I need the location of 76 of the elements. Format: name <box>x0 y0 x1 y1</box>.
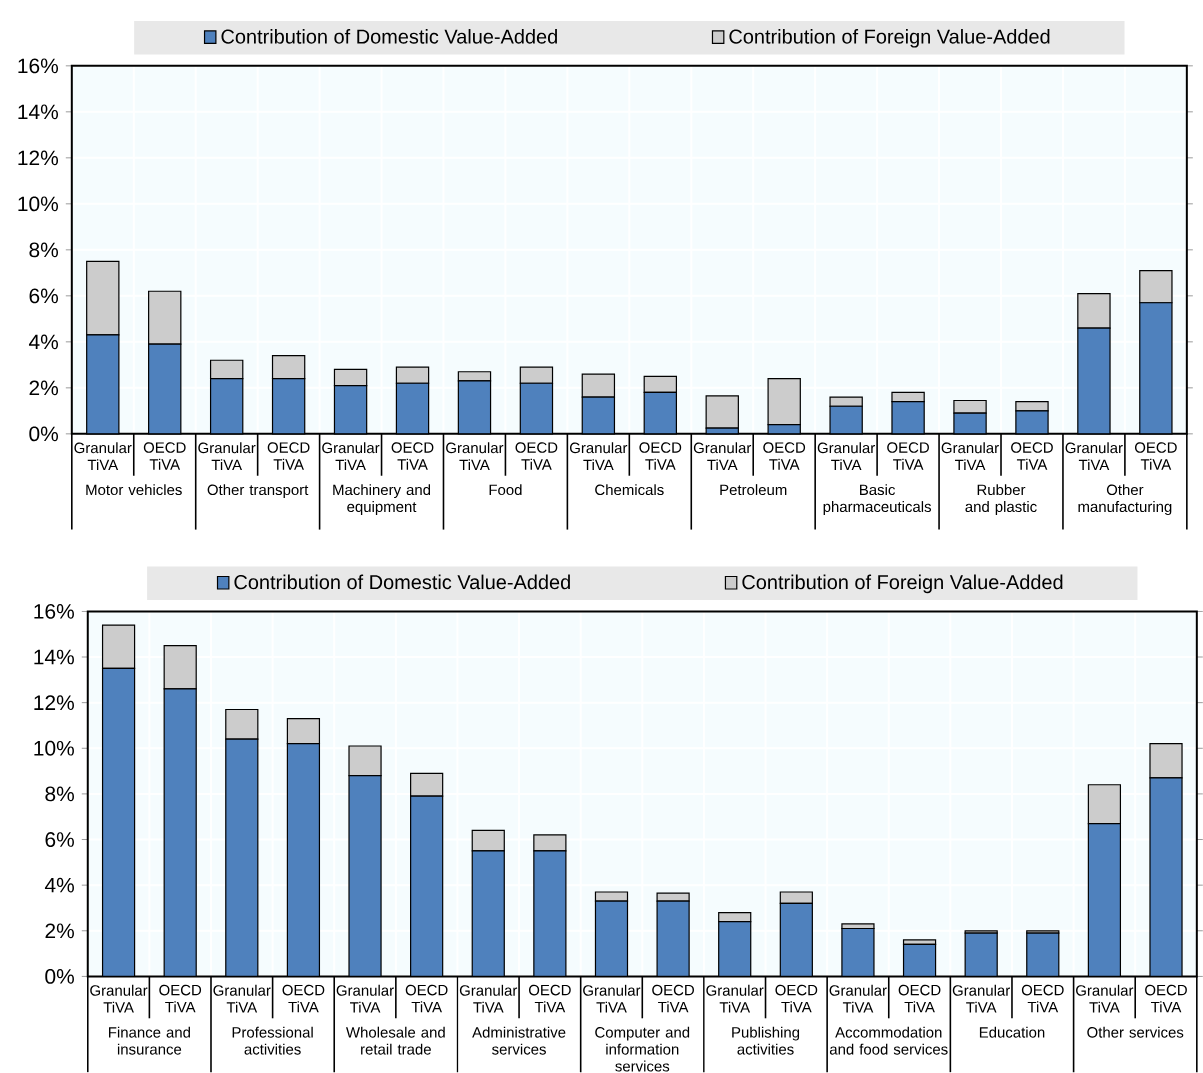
x-tick-label: Granular TiVA <box>90 984 148 1013</box>
x-tick-label: OECD TiVA <box>391 442 434 470</box>
x-tick-label: Granular TiVA <box>583 984 641 1013</box>
x-tick-label: Granular TiVA <box>213 984 271 1013</box>
text: Administrative services <box>472 1026 566 1055</box>
text: Other transport <box>207 484 309 499</box>
legend-label: Contribution of Domestic Value-Added <box>234 574 570 590</box>
text: Accommodation and food services <box>829 1026 948 1055</box>
x-tick-label: OECD TiVA <box>1021 984 1064 1013</box>
y-tick-label: 12% <box>34 695 74 711</box>
text: Other manufacturing <box>1078 484 1172 516</box>
y-tick-label: 8% <box>45 786 74 802</box>
text: Petroleum <box>720 484 787 496</box>
x-tick-label: OECD TiVA <box>639 442 682 470</box>
text: Motor vehicles <box>86 484 182 496</box>
y-tick-label: 6% <box>45 832 74 847</box>
x-tick-label: Granular TiVA <box>693 442 752 471</box>
x-tick-label: Granular TiVA <box>446 442 504 471</box>
text: Basic pharmaceuticals <box>823 484 932 516</box>
x-tick-label: OECD TiVA <box>1011 442 1053 470</box>
text: Chemicals <box>595 484 664 496</box>
x-tick-label: OECD TiVA <box>515 442 558 470</box>
y-tick-label: 10% <box>34 740 74 756</box>
text: Computer and information services <box>595 1026 690 1072</box>
text: Rubber and plastic <box>965 484 1037 516</box>
y-tick-label: 2% <box>45 923 74 939</box>
x-tick-label: Granular TiVA <box>322 442 380 471</box>
x-tick-label: OECD TiVA <box>528 984 571 1013</box>
x-tick-label: OECD TiVA <box>1145 984 1187 1013</box>
y-tick-label: 10% <box>18 196 59 212</box>
y-tick-label: 8% <box>29 242 59 258</box>
x-tick-label: OECD TiVA <box>887 442 929 470</box>
text: Machinery and equipment <box>333 484 431 516</box>
y-tick-label: 6% <box>29 288 59 304</box>
y-tick-label: 4% <box>44 877 74 893</box>
x-tick-label: Granular TiVA <box>198 442 256 471</box>
y-tick-label: 14% <box>18 104 59 120</box>
legend-label: Contribution of Foreign Value-Added <box>742 574 1063 594</box>
x-tick-label: Granular TiVA <box>459 984 518 1013</box>
y-tick-label: 16% <box>18 58 59 74</box>
y-tick-label: 0% <box>29 426 59 442</box>
x-tick-label: Granular TiVA <box>1065 442 1123 471</box>
y-tick-label: 4% <box>28 334 59 350</box>
x-tick-label: OECD TiVA <box>763 442 806 470</box>
y-tick-label: 16% <box>34 604 74 619</box>
text: Finance and insurance <box>109 1026 190 1055</box>
text: Wholesale and retail trade <box>346 1026 445 1055</box>
x-tick-label: Granular TiVA <box>336 984 394 1013</box>
x-tick-label: Granular TiVA <box>570 442 628 471</box>
x-tick-label: Granular TiVA <box>1076 984 1134 1013</box>
legend-label: Contribution of Foreign Value-Added <box>729 29 1050 48</box>
x-tick-label: OECD TiVA <box>159 984 202 1013</box>
x-tick-label: Granular TiVA <box>829 984 887 1013</box>
y-tick-label: 0% <box>45 969 74 984</box>
x-tick-label: OECD TiVA <box>267 442 310 470</box>
text: Food <box>489 484 522 496</box>
x-tick-label: OECD TiVA <box>775 984 818 1013</box>
text: Professional activities <box>232 1026 313 1055</box>
y-tick-label: 14% <box>34 649 74 665</box>
x-tick-label: OECD TiVA <box>405 984 448 1013</box>
x-tick-label: OECD TiVA <box>1134 442 1177 470</box>
x-tick-label: Granular TiVA <box>74 442 132 471</box>
x-tick-label: Granular TiVA <box>706 984 764 1013</box>
x-tick-label: OECD TiVA <box>143 442 186 470</box>
x-tick-label: OECD TiVA <box>898 984 941 1013</box>
legend-label: Contribution of Domestic Value-Added <box>221 29 557 44</box>
x-tick-label: Granular TiVA <box>952 984 1011 1013</box>
x-tick-label: Granular TiVA <box>817 442 875 471</box>
y-tick-label: 2% <box>29 380 59 396</box>
y-tick-label: 12% <box>18 150 59 166</box>
x-tick-label: OECD TiVA <box>652 984 694 1013</box>
text: Publishing activities <box>732 1026 800 1055</box>
x-tick-label: Granular TiVA <box>941 442 999 471</box>
text: Other services <box>1087 1026 1184 1038</box>
text: Education <box>979 1026 1045 1038</box>
x-tick-label: OECD TiVA <box>282 984 325 1013</box>
